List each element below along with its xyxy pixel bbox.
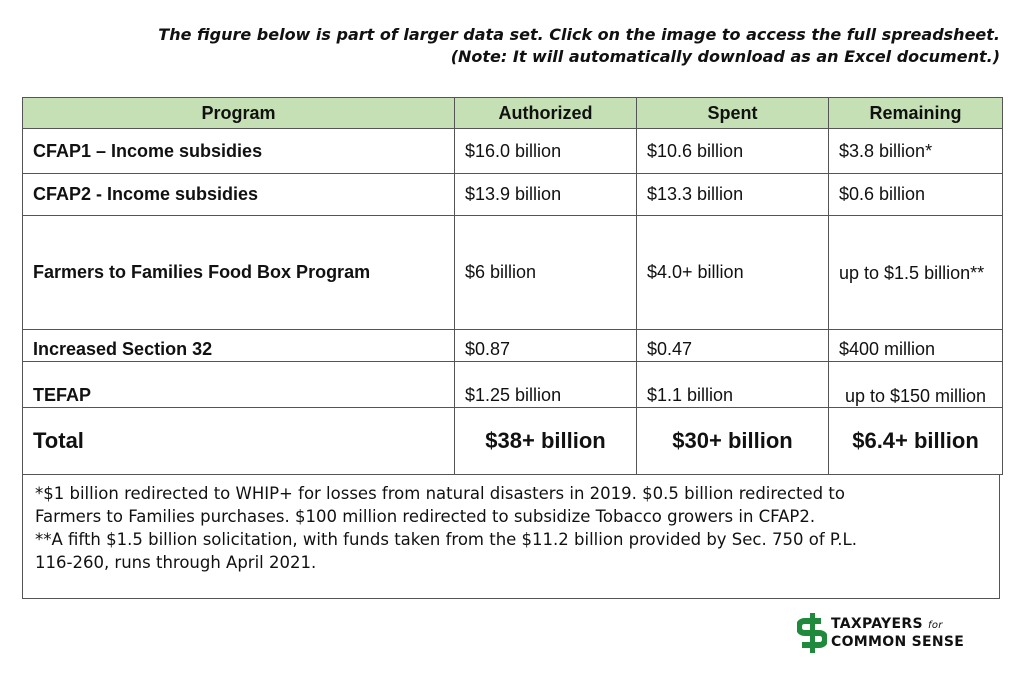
cell-total-authorized: $38+ billion: [454, 407, 637, 475]
header-remaining: Remaining: [828, 97, 1003, 129]
footnote-line: Farmers to Families purchases. $100 mill…: [35, 507, 816, 526]
cell-program: Farmers to Families Food Box Program: [22, 215, 455, 330]
table-row: Farmers to Families Food Box Program $6 …: [22, 215, 1003, 330]
cell-spent: $1.1 billion: [636, 361, 829, 408]
cell-spent: $13.3 billion: [636, 173, 829, 216]
cell-program: TEFAP: [22, 361, 455, 408]
spending-table: Program Authorized Spent Remaining CFAP1…: [22, 97, 1003, 475]
cell-spent: $4.0+ billion: [636, 215, 829, 330]
footnote-line: *$1 billion redirected to WHIP+ for loss…: [35, 484, 845, 503]
cell-remaining: $0.6 billion: [828, 173, 1003, 216]
table-header-row: Program Authorized Spent Remaining: [22, 97, 1003, 129]
footnote-line: 116-260, runs through April 2021.: [35, 553, 317, 572]
taxpayers-logo: TAXPAYERS for COMMON SENSE: [797, 613, 964, 653]
cell-program: CFAP2 - Income subsidies: [22, 173, 455, 216]
cell-remaining: up to $1.5 billion**: [828, 215, 1003, 330]
spending-table-image[interactable]: Program Authorized Spent Remaining CFAP1…: [22, 97, 1003, 599]
cell-total-remaining: $6.4+ billion: [828, 407, 1003, 475]
logo-line-1: TAXPAYERS for: [831, 616, 943, 632]
table-row: Increased Section 32 $0.87 $0.47 $400 mi…: [22, 329, 1003, 362]
cell-authorized: $6 billion: [454, 215, 637, 330]
cell-remaining: $400 million: [828, 329, 1003, 362]
cell-spent: $10.6 billion: [636, 128, 829, 174]
logo-line-2: COMMON SENSE: [831, 634, 965, 650]
header-authorized: Authorized: [454, 97, 637, 129]
table-row: TEFAP $1.25 billion $1.1 billion up to $…: [22, 361, 1003, 408]
cell-authorized: $1.25 billion: [454, 361, 637, 408]
cell-remaining: $3.8 billion*: [828, 128, 1003, 174]
note-line-2: (Note: It will automatically download as…: [450, 47, 1000, 66]
cell-authorized: $16.0 billion: [454, 128, 637, 174]
dollar-mark-icon: [797, 613, 827, 653]
table-row: CFAP2 - Income subsidies $13.9 billion $…: [22, 173, 1003, 216]
cell-authorized: $0.87: [454, 329, 637, 362]
table-total-row: Total $38+ billion $30+ billion $6.4+ bi…: [22, 407, 1003, 475]
cell-remaining: up to $150 million: [828, 361, 1003, 408]
cell-spent: $0.47: [636, 329, 829, 362]
cell-program: CFAP1 – Income subsidies: [22, 128, 455, 174]
cell-total-label: Total: [22, 407, 455, 475]
table-row: CFAP1 – Income subsidies $16.0 billion $…: [22, 128, 1003, 174]
header-spent: Spent: [636, 97, 829, 129]
footnotes: *$1 billion redirected to WHIP+ for loss…: [22, 475, 1000, 599]
note-line-1: The figure below is part of larger data …: [158, 25, 1000, 44]
cell-program: Increased Section 32: [22, 329, 455, 362]
cell-authorized: $13.9 billion: [454, 173, 637, 216]
header-program: Program: [22, 97, 455, 129]
footnote-line: **A fifth $1.5 billion solicitation, wit…: [35, 530, 857, 549]
download-note: The figure below is part of larger data …: [158, 24, 1000, 68]
cell-total-spent: $30+ billion: [636, 407, 829, 475]
